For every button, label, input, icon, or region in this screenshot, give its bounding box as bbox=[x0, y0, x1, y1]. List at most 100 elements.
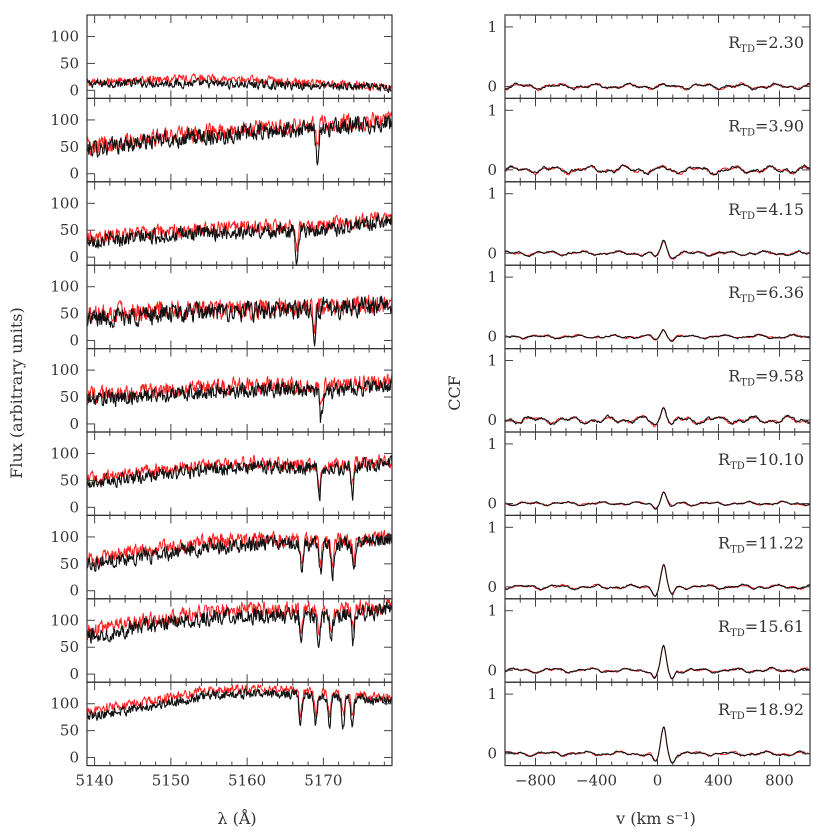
x-tick-label: 5160 bbox=[228, 772, 266, 790]
ccf-panel: 0 1 RTD=9.58 bbox=[487, 348, 811, 433]
ratio-label: RTD=3.90 bbox=[728, 116, 804, 138]
y-tick-label: 0 bbox=[487, 411, 497, 429]
y-tick-label: 1 bbox=[487, 685, 497, 703]
spectrum-line-black bbox=[87, 378, 392, 424]
panel-frame bbox=[504, 431, 811, 517]
ccf-panel: 0 1 RTD=6.36 bbox=[487, 264, 811, 350]
y-tick-label: 0 bbox=[487, 77, 497, 95]
spectrum-panel: 0 50 100 bbox=[50, 598, 393, 683]
ccf-panel: 0 1 RTD=10.10 bbox=[487, 431, 811, 517]
y-tick-label: 0 bbox=[69, 81, 79, 99]
panel-frame bbox=[504, 181, 811, 266]
y-tick-label: 0 bbox=[69, 665, 79, 683]
y-tick-label: 50 bbox=[60, 138, 79, 156]
spectrum-line-red bbox=[87, 454, 392, 493]
ccf-panel: 0 1 −800 −400 0 400 800 RTD=18.92 bbox=[487, 681, 811, 790]
y-tick-label: 0 bbox=[69, 248, 79, 266]
y-tick-label: 0 bbox=[487, 578, 497, 596]
ratio-label: RTD=11.22 bbox=[718, 533, 804, 555]
y-tick-label: 100 bbox=[50, 194, 79, 212]
ccf-line-red bbox=[505, 241, 810, 260]
panel-frame bbox=[86, 681, 393, 767]
y-tick-label: 50 bbox=[60, 305, 79, 323]
spectrum-panel: 0 50 100 bbox=[50, 264, 393, 350]
y-tick-label: 1 bbox=[487, 518, 497, 536]
spectrum-line-black bbox=[87, 532, 392, 582]
ccf-line-black bbox=[505, 491, 810, 510]
ccf-line-black bbox=[505, 82, 810, 91]
y-tick-label: 100 bbox=[50, 111, 79, 129]
ratio-label: RTD=10.10 bbox=[718, 450, 804, 472]
y-tick-label: 1 bbox=[487, 18, 497, 36]
y-tick-label: 1 bbox=[487, 101, 497, 119]
spectrum-line-black bbox=[87, 115, 392, 166]
spectrum-line-black bbox=[87, 77, 392, 94]
y-tick-label: 50 bbox=[60, 555, 79, 573]
spectra-chart: 0 50 100 0 50 100 0 50 100 0 50 100 0 50 100 0 50 100 0 50 1… bbox=[50, 14, 393, 790]
ratio-label: RTD=6.36 bbox=[728, 283, 804, 305]
y-tick-label: 0 bbox=[487, 494, 497, 512]
y-tick-label: 50 bbox=[60, 221, 79, 239]
x-tick-label: −400 bbox=[576, 772, 617, 790]
spectrum-line-red bbox=[87, 684, 392, 718]
y-tick-label: 1 bbox=[487, 185, 497, 203]
ccf-panel: 0 1 RTD=2.30 bbox=[487, 14, 811, 100]
ratio-label: RTD=4.15 bbox=[728, 200, 804, 222]
ccf-line-black bbox=[505, 726, 810, 764]
y-tick-label: 0 bbox=[487, 745, 497, 763]
ratio-label: RTD=15.61 bbox=[718, 617, 804, 639]
y-tick-label: 0 bbox=[69, 498, 79, 516]
y-tick-label: 100 bbox=[50, 278, 79, 296]
spectrum-line-black bbox=[87, 295, 392, 347]
spectrum-panel: 0 50 100 bbox=[50, 181, 393, 266]
y-tick-label: 50 bbox=[60, 54, 79, 72]
flux-axis-title: Flux (arbitrary units) bbox=[7, 307, 26, 478]
panel-frame bbox=[504, 514, 811, 600]
ratio-label: RTD=2.30 bbox=[728, 33, 804, 55]
panel-frame bbox=[504, 348, 811, 433]
ccf-panel: 0 1 RTD=15.61 bbox=[487, 598, 811, 683]
y-tick-label: 0 bbox=[69, 332, 79, 350]
spectrum-line-black bbox=[87, 455, 392, 502]
spectrum-panel: 0 50 100 bbox=[50, 14, 393, 99]
spectrum-panel: 0 50 100 bbox=[50, 97, 393, 183]
spectrum-panel: 0 50 100 5140 5150 5160 5170 bbox=[50, 681, 393, 790]
spectrum-line-black bbox=[87, 688, 392, 730]
y-tick-label: 0 bbox=[487, 328, 497, 346]
y-tick-label: 0 bbox=[487, 661, 497, 679]
x-tick-label: 5140 bbox=[76, 772, 114, 790]
x-tick-label: 5150 bbox=[152, 772, 190, 790]
ccf-line-black bbox=[505, 407, 810, 426]
ccf-line-red bbox=[505, 491, 810, 509]
y-tick-label: 100 bbox=[50, 528, 79, 546]
y-tick-label: 0 bbox=[487, 161, 497, 179]
velocity-axis-title: v (km s⁻¹) bbox=[615, 809, 696, 828]
ccf-line-red bbox=[505, 645, 810, 680]
spectrum-panel: 0 50 100 bbox=[50, 514, 393, 600]
y-tick-label: 100 bbox=[50, 445, 79, 463]
ccf-line-black bbox=[505, 329, 810, 342]
x-tick-label: 800 bbox=[765, 772, 794, 790]
y-tick-label: 100 bbox=[50, 611, 79, 629]
y-tick-label: 50 bbox=[60, 722, 79, 740]
spectrum-panel: 0 50 100 bbox=[50, 431, 393, 516]
ratio-label: RTD=18.92 bbox=[718, 700, 804, 722]
x-tick-label: 0 bbox=[653, 772, 663, 790]
y-tick-label: 100 bbox=[50, 28, 79, 46]
y-tick-label: 50 bbox=[60, 388, 79, 406]
x-tick-label: −800 bbox=[515, 772, 556, 790]
y-tick-label: 100 bbox=[50, 361, 79, 379]
wavelength-axis-title: λ (Å) bbox=[217, 808, 256, 828]
ccf-panel: 0 1 RTD=11.22 bbox=[487, 514, 811, 600]
y-tick-label: 0 bbox=[487, 244, 497, 262]
ccf-axis-title: CCF bbox=[445, 375, 464, 411]
spectrum-line-black bbox=[87, 213, 392, 266]
x-tick-label: 5170 bbox=[304, 772, 342, 790]
y-tick-label: 0 bbox=[69, 582, 79, 600]
y-tick-label: 0 bbox=[69, 415, 79, 433]
y-tick-label: 0 bbox=[69, 165, 79, 183]
y-tick-label: 50 bbox=[60, 471, 79, 489]
ccf-line-black bbox=[505, 239, 810, 259]
y-tick-label: 0 bbox=[69, 749, 79, 767]
